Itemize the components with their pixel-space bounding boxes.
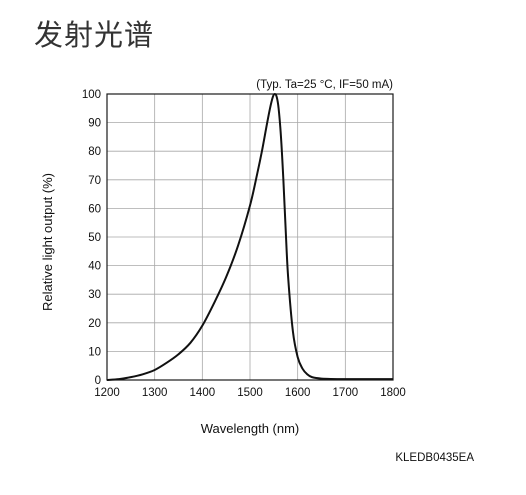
y-tick-label: 50: [88, 232, 101, 244]
measurement-conditions: (Typ. Ta=25 °C, IF=50 mA): [256, 79, 393, 91]
y-tick-label: 70: [88, 175, 101, 187]
x-tick-label: 1200: [94, 387, 120, 399]
y-tick-label: 0: [95, 375, 101, 387]
y-tick-label: 100: [82, 89, 101, 101]
y-tick-label: 90: [88, 118, 101, 130]
x-tick-label: 1700: [333, 387, 359, 399]
y-tick-label: 30: [88, 289, 101, 301]
y-tick-label: 60: [88, 203, 101, 215]
x-axis-title: Wavelength (nm): [201, 421, 300, 436]
y-tick-label: 40: [88, 261, 101, 273]
y-axis-title: Relative light output (%): [40, 173, 55, 311]
plot-frame: [106, 93, 394, 381]
y-tick-label: 20: [88, 318, 101, 330]
y-tick-label: 80: [88, 146, 101, 158]
grid: [107, 94, 393, 380]
x-tick-label: 1300: [142, 387, 168, 399]
x-tick-label: 1500: [237, 387, 263, 399]
spectrum-line: [106, 92, 393, 381]
x-tick-label: 1400: [190, 387, 216, 399]
document-code: KLEDB0435EA: [395, 452, 474, 464]
page-title: 发射光谱: [34, 18, 155, 52]
x-tick-label: 1600: [285, 387, 311, 399]
y-tick-label: 10: [88, 346, 101, 358]
tick-labels: 1200 1300 1400 1500 1600 1700 1800 0 10 20 30 40 50 6…: [82, 89, 406, 399]
x-tick-label: 1800: [380, 387, 406, 399]
